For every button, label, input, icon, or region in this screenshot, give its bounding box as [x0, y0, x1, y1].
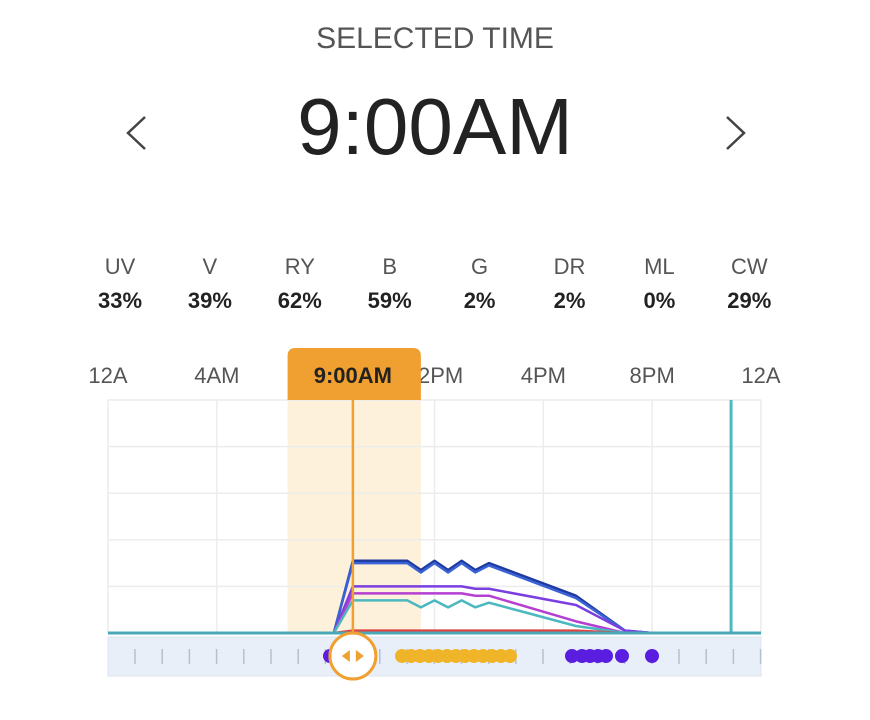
channel-value: 33%	[98, 288, 142, 313]
schedule-point[interactable]	[503, 649, 517, 663]
schedule-point[interactable]	[599, 649, 613, 663]
channel-name: DR	[554, 254, 586, 279]
x-tick-label: 12A	[88, 363, 127, 388]
series-line	[332, 585, 653, 635]
channel-value: 2%	[464, 288, 496, 313]
channel-name: CW	[731, 254, 768, 279]
selected-badge	[287, 348, 421, 400]
channel-value: 39%	[188, 288, 232, 313]
x-tick-label: 4AM	[194, 363, 239, 388]
schedule-point[interactable]	[615, 649, 629, 663]
selected-time: 9:00AM	[297, 82, 573, 171]
series-line	[332, 592, 653, 635]
channels: UV 33% V 39% RY 62% B 59% G 2% DR 2% ML 0% CW 29%	[98, 254, 771, 313]
channel-name: V	[203, 254, 218, 279]
channel-value: 62%	[278, 288, 322, 313]
series-line	[333, 629, 653, 635]
x-tick-label: 12A	[741, 363, 780, 388]
channel-value: 29%	[727, 288, 771, 313]
channel-value: 2%	[554, 288, 586, 313]
channel-name: RY	[285, 254, 315, 279]
schedule-point[interactable]	[645, 649, 659, 663]
x-tick-label: 8PM	[630, 363, 675, 388]
series-line	[332, 599, 653, 635]
selected-badge-label: 9:00AM	[314, 363, 392, 388]
channel-name: B	[382, 254, 397, 279]
channel-name: ML	[644, 254, 675, 279]
series-line	[332, 559, 653, 635]
time-handle[interactable]	[328, 631, 378, 681]
channel-value: 59%	[368, 288, 412, 313]
channel-name: G	[471, 254, 488, 279]
channel-name: UV	[105, 254, 136, 279]
handle-arrows	[341, 650, 364, 662]
schedule-point[interactable]	[565, 649, 579, 663]
title: SELECTED TIME	[316, 22, 554, 55]
x-tick-label: 4PM	[521, 363, 566, 388]
next-button[interactable]	[726, 116, 746, 150]
prev-button[interactable]	[126, 116, 146, 150]
selection-window	[287, 400, 421, 633]
series-line	[332, 561, 653, 635]
channel-value: 0%	[644, 288, 676, 313]
